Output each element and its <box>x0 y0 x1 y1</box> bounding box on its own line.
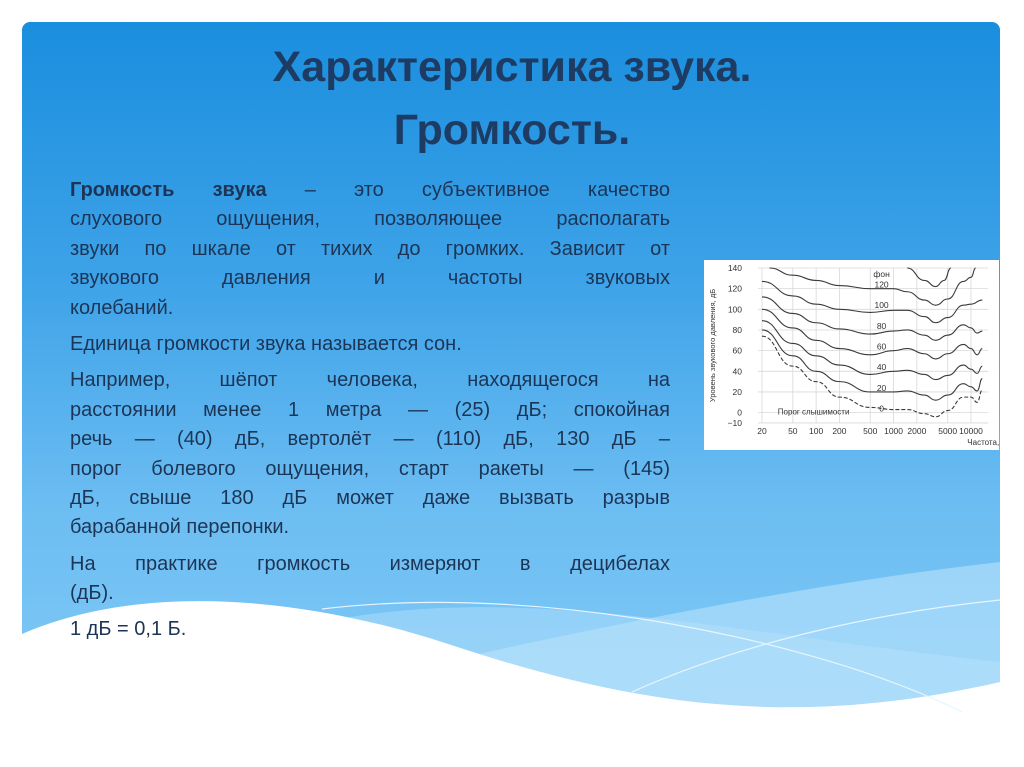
curve-label: 100 <box>874 300 888 310</box>
x-tick-label: 5000 <box>938 426 957 436</box>
curve-label: 80 <box>877 321 887 331</box>
text-line: На практике громкость измеряют в децибел… <box>70 552 670 575</box>
slide-body: Громкость звука – это субъективное качес… <box>70 176 670 652</box>
curve-0-phon <box>761 335 983 418</box>
curve-extra-phon <box>907 267 952 288</box>
curve-label: 60 <box>877 342 887 352</box>
x-tick-label: 500 <box>863 426 877 436</box>
text-line: барабанной перепонки. <box>70 516 290 539</box>
curve-label: 40 <box>877 362 887 372</box>
text-line: звуки по шкале от тихих до громких. Зави… <box>70 237 670 260</box>
x-tick-label: 20 <box>757 426 767 436</box>
text-line: (дБ). <box>70 582 114 605</box>
text-line: Например, шёпот человека, находящегося н… <box>70 369 670 392</box>
y-tick-label: −10 <box>728 418 743 428</box>
y-tick-label: 60 <box>733 346 743 356</box>
text-line: колебаний. <box>70 296 174 319</box>
unit-label: фон <box>873 269 890 279</box>
text-line: порог болевого ощущения, старт ракеты — … <box>70 457 670 480</box>
text-line: – это субъективное качество <box>266 179 670 201</box>
x-tick-label: 200 <box>832 426 846 436</box>
term-loudness: Громкость звука <box>70 179 267 201</box>
slide-title-line2: Громкость. <box>393 106 631 154</box>
paragraph-examples: Например, шёпот человека, находящегося н… <box>70 366 670 542</box>
x-tick-label: 100 <box>809 426 823 436</box>
curve-label: 0 <box>879 403 884 413</box>
curve-60-phon <box>761 308 983 360</box>
curve-label: 20 <box>877 383 887 393</box>
x-tick-label: 50 <box>788 426 798 436</box>
text-line: дБ, свыше 180 дБ может даже вызвать разр… <box>70 486 670 509</box>
y-tick-label: 80 <box>733 325 743 335</box>
slide-title-line1: Характеристика звука. <box>272 43 752 91</box>
x-tick-label: 10000 <box>959 426 983 436</box>
y-tick-label: 120 <box>728 284 742 294</box>
paragraph-definition: Громкость звука – это субъективное качес… <box>70 176 670 323</box>
curve-120-phon <box>769 267 976 306</box>
paragraph-unit: Единица громкости звука называется сон. <box>70 330 670 359</box>
y-tick-label: 20 <box>733 387 743 397</box>
x-tick-label: 1000 <box>884 426 903 436</box>
curve-40-phon <box>761 320 983 381</box>
curve-80-phon <box>761 296 983 341</box>
text-line: слухового ощущения, позволяющее располаг… <box>70 208 670 231</box>
y-tick-label: 140 <box>728 263 742 273</box>
text-line: речь — (40) дБ, вертолёт — (110) дБ, 130… <box>70 428 670 451</box>
equal-loudness-chart: 20 50 100 200 500 1000 2000 5000 100001401201008… <box>704 260 999 450</box>
text-line: расстоянии менее 1 метра — (25) дБ; спок… <box>70 398 670 421</box>
curve-100-phon <box>761 280 983 324</box>
curve-20-phon <box>761 329 983 401</box>
y-tick-label: 40 <box>733 366 743 376</box>
curve-label: 120 <box>874 280 888 290</box>
y-tick-label: 100 <box>728 304 742 314</box>
threshold-label: Порог слышимости <box>778 408 850 417</box>
x-axis-label: Частота, Гц <box>967 438 999 447</box>
paragraph-conversion: 1 дБ = 0,1 Б. <box>70 615 670 644</box>
x-tick-label: 2000 <box>907 426 926 436</box>
text-line: звукового давления и частоты звуковых <box>70 267 670 290</box>
paragraph-measurement: На практике громкость измеряют в децибел… <box>70 550 670 609</box>
wave-decoration <box>22 562 1000 767</box>
y-axis-label: Уровень звукового давления, дБ <box>708 289 717 402</box>
y-tick-label: 0 <box>737 408 742 418</box>
text-line: Единица громкости звука называется сон. <box>70 332 462 355</box>
text-line: 1 дБ = 0,1 Б. <box>70 618 187 641</box>
